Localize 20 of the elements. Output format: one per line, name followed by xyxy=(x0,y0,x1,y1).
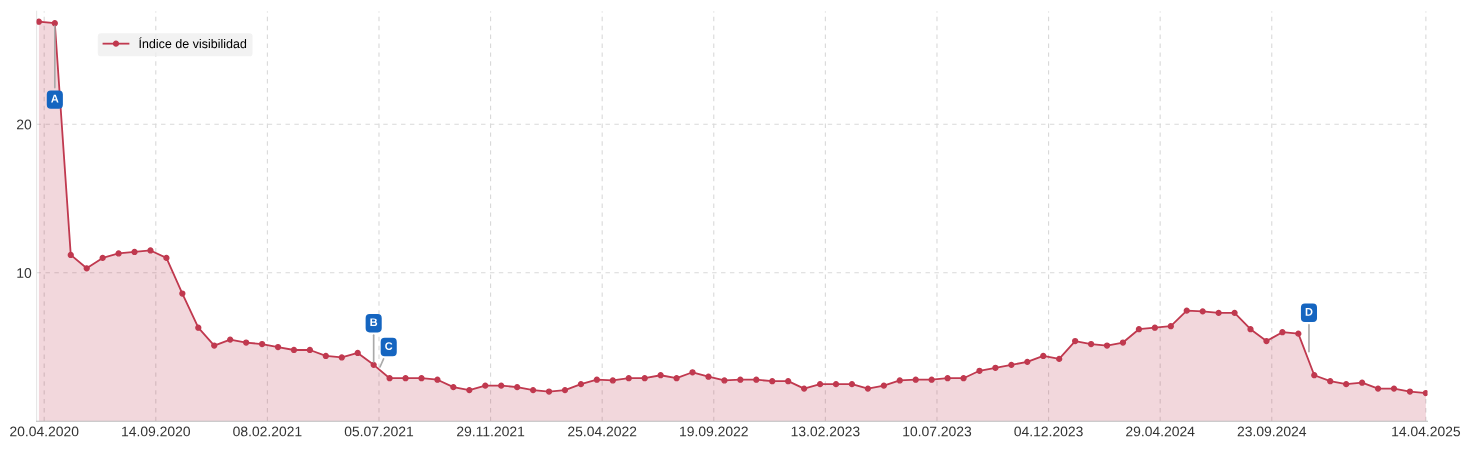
annotation: C xyxy=(385,342,393,351)
x-tick-label: 08.02.2021 xyxy=(233,426,302,437)
legend-label: Índice de visibilidad xyxy=(139,37,247,49)
x-tick-label: 29.04.2024 xyxy=(1126,426,1195,437)
x-tick-label: 14.09.2020 xyxy=(122,426,191,437)
x-tick-label: 19.09.2022 xyxy=(680,426,748,437)
x-tick-label: 10.07.2023 xyxy=(903,426,972,437)
x-tick-label: 13.02.2023 xyxy=(791,426,860,437)
annotation: A xyxy=(51,94,59,103)
x-tick-label: 23.09.2024 xyxy=(1237,426,1307,437)
x-tick-label: 05.07.2021 xyxy=(344,426,414,437)
annotation: D xyxy=(1305,308,1313,316)
annotation: B xyxy=(370,318,378,327)
y-tick-label: 20 xyxy=(16,119,32,130)
x-tick-label: 14.04.2025 xyxy=(1392,426,1461,437)
x-tick-label: 20.04.2020 xyxy=(10,426,79,437)
x-tick-label: 29.11.2021 xyxy=(457,426,525,437)
y-tick-label: 10 xyxy=(17,268,32,278)
x-tick-label: 25.04.2022 xyxy=(568,426,637,437)
x-tick-label: 04.12.2023 xyxy=(1014,426,1083,437)
